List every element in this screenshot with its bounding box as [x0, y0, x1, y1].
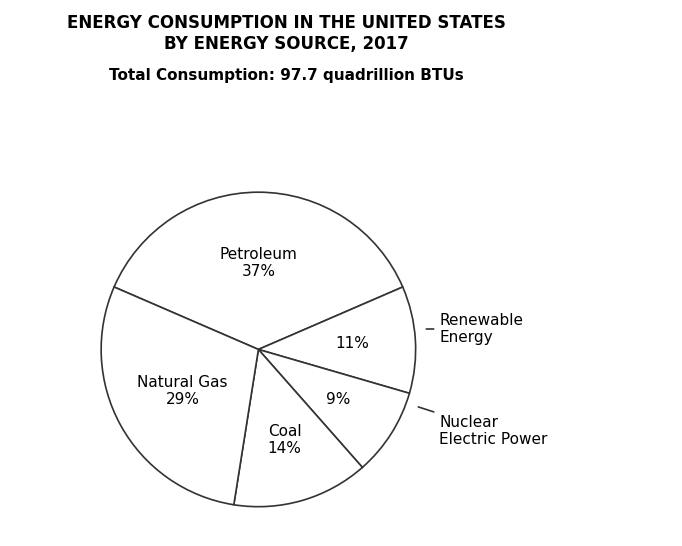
Wedge shape: [101, 287, 258, 505]
Wedge shape: [234, 349, 362, 507]
Text: Nuclear
Electric Power: Nuclear Electric Power: [418, 407, 548, 447]
Text: 11%: 11%: [336, 336, 370, 351]
Text: Natural Gas
29%: Natural Gas 29%: [137, 375, 228, 407]
Wedge shape: [258, 349, 409, 467]
Text: Petroleum
37%: Petroleum 37%: [220, 247, 297, 279]
Text: BY ENERGY SOURCE, 2017: BY ENERGY SOURCE, 2017: [164, 35, 409, 54]
Text: ENERGY CONSUMPTION IN THE UNITED STATES: ENERGY CONSUMPTION IN THE UNITED STATES: [67, 14, 506, 32]
Text: Total Consumption: 97.7 quadrillion BTUs: Total Consumption: 97.7 quadrillion BTUs: [109, 68, 464, 83]
Text: 9%: 9%: [326, 393, 351, 407]
Wedge shape: [114, 192, 402, 349]
Text: Coal
14%: Coal 14%: [268, 424, 301, 456]
Text: Renewable
Energy: Renewable Energy: [426, 313, 523, 345]
Wedge shape: [258, 287, 415, 393]
